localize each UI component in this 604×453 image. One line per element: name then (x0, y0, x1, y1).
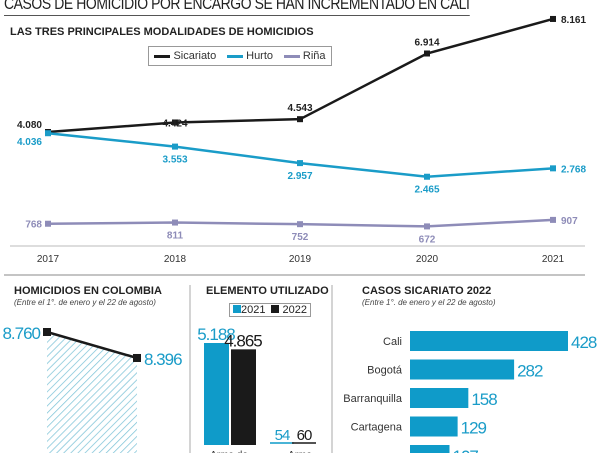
elemento-title: ELEMENTO UTILIZADO (206, 285, 329, 297)
data-label: 752 (292, 232, 309, 243)
data-label: 3.553 (162, 155, 187, 166)
bar (410, 416, 458, 437)
elemento-legend: 2021 2022 (229, 303, 312, 317)
bar (410, 359, 515, 380)
line-chart-title: LAS TRES PRINCIPALES MODALIDADES DE HOMI… (10, 26, 314, 38)
legend-hurto: Hurto (227, 50, 273, 62)
data-point (297, 221, 303, 228)
data-label: 60 (297, 427, 312, 444)
data-point (297, 116, 303, 123)
legend-label: Sicariato (173, 50, 217, 62)
data-point (550, 15, 556, 22)
colombia-title: HOMICIDIOS EN COLOMBIA (14, 285, 162, 297)
data-label: 4.424 (162, 118, 187, 129)
data-label: 768 (25, 220, 42, 231)
legend-sicariato: Sicariato (154, 50, 216, 62)
colombia-subtitle: (Entre el 1°. de enero y el 22 de agosto… (14, 298, 156, 307)
data-point (424, 223, 430, 230)
legend-swatch (227, 54, 244, 58)
data-label: 54 (275, 427, 290, 444)
data-label: 8.161 (561, 15, 586, 26)
category-label: Cartagena (351, 422, 403, 434)
data-label: 6.914 (414, 37, 439, 48)
category-label: Bogotá (367, 365, 403, 377)
trend-line (46, 330, 138, 360)
bar-2022 (231, 349, 256, 445)
bar-2021 (204, 343, 229, 445)
category-label: Cali (383, 336, 402, 348)
sicariato-subtitle: (Entre 1°. de enero y el 22 de agosto) (362, 298, 496, 307)
data-label: 5.188 (197, 325, 235, 344)
category-label: Arma de (210, 450, 248, 453)
data-label: 4.543 (287, 103, 312, 114)
data-label: 4.080 (17, 120, 42, 131)
data-label: 8.760 (2, 324, 40, 343)
data-point (172, 219, 178, 226)
data-label: 8.396 (144, 350, 182, 369)
data-label: 2.465 (414, 185, 439, 196)
data-point (43, 328, 51, 336)
data-point (550, 165, 556, 172)
data-point (133, 353, 141, 362)
page-title: CASOS DE HOMICIDIO POR ENCARGO SE HAN IN… (4, 0, 470, 16)
data-label: 672 (419, 234, 436, 245)
data-label: 158 (471, 390, 497, 409)
data-point (172, 119, 178, 126)
series-line-Sicariato (47, 17, 554, 134)
data-label: 107 (453, 447, 479, 453)
data-point (45, 130, 51, 137)
x-tick-label: 2021 (542, 254, 565, 265)
data-label: 811 (167, 231, 184, 242)
bar (410, 388, 469, 408)
data-point (424, 173, 430, 180)
data-label: 907 (561, 216, 578, 227)
data-point (45, 220, 51, 227)
x-tick-label: 2018 (164, 254, 187, 265)
data-point (424, 50, 430, 57)
data-label: 129 (461, 419, 487, 438)
x-tick-label: 2020 (416, 254, 439, 265)
x-tick-label: 2017 (37, 254, 60, 265)
category-label: Arma (288, 450, 312, 453)
category-label: Barranquilla (343, 393, 403, 405)
legend-swatch (283, 54, 300, 58)
legend-label: Hurto (246, 50, 274, 62)
legend-2022: 2022 (271, 304, 307, 316)
area-fill (47, 332, 137, 453)
sicariato-title: CASOS SICARIATO 2022 (362, 285, 492, 297)
data-point (550, 216, 556, 223)
legend-rina: Riña (283, 50, 326, 62)
data-label: 2.957 (287, 171, 312, 182)
legend-label: Riña (302, 50, 326, 62)
data-label: 4.865 (224, 331, 262, 350)
data-point (297, 160, 303, 167)
x-tick-label: 2019 (289, 254, 312, 265)
data-label: 282 (517, 362, 543, 381)
data-label: 4.036 (17, 137, 42, 148)
bar (410, 445, 450, 453)
legend-swatch (154, 54, 171, 58)
data-label: 2.768 (561, 164, 586, 175)
bar (410, 331, 568, 351)
data-point (172, 143, 178, 150)
legend-2021: 2021 (233, 304, 265, 316)
data-label: 428 (571, 333, 597, 352)
legend: Sicariato Hurto Riña (148, 46, 332, 66)
